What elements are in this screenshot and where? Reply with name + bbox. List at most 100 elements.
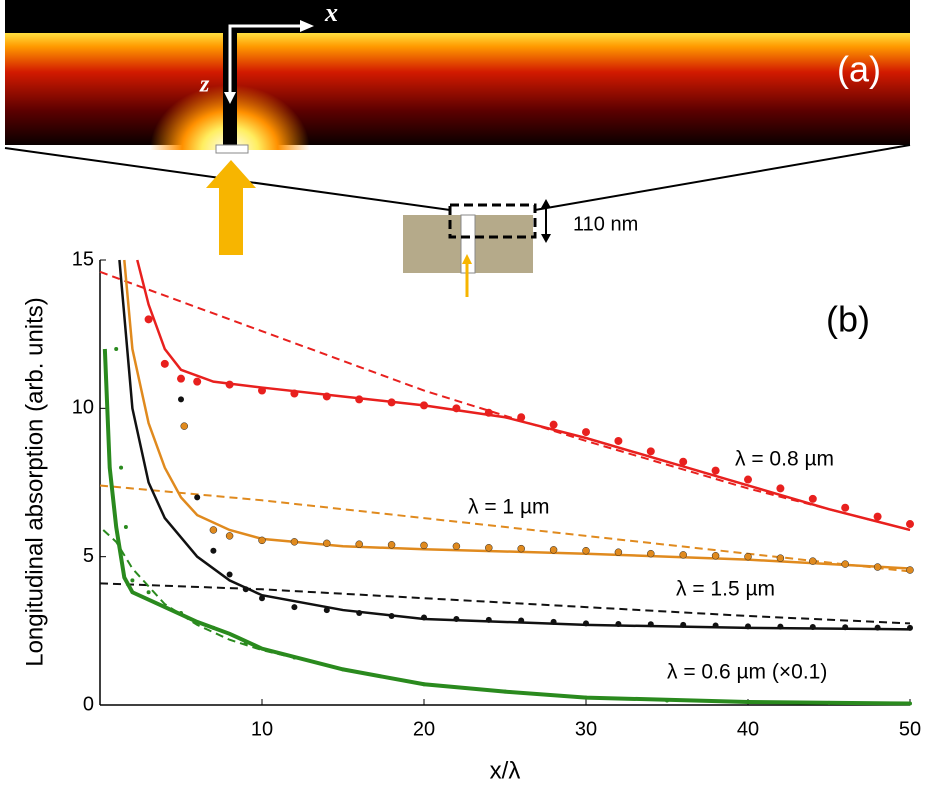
data-point	[341, 667, 345, 672]
data-point	[647, 549, 655, 558]
data-point	[290, 538, 299, 546]
data-point	[777, 623, 784, 630]
data-point	[485, 544, 493, 552]
data-point	[744, 552, 752, 561]
data-point	[193, 377, 202, 386]
data-point	[387, 541, 396, 549]
panel-b: (b) x/λ Longitudinal absorption (arb. un…	[21, 248, 921, 784]
data-point	[179, 611, 183, 616]
data-point	[712, 622, 719, 629]
data-point	[679, 551, 687, 559]
data-point	[144, 315, 153, 324]
data-point	[130, 578, 135, 583]
data-point	[582, 546, 590, 555]
data-point	[177, 374, 185, 383]
inset: 110 nm	[4, 144, 911, 297]
model-line	[123, 259, 911, 570]
data-point	[776, 484, 785, 493]
data-point	[146, 590, 151, 595]
data-point	[906, 520, 914, 529]
data-point	[873, 563, 882, 571]
data-point	[421, 614, 427, 621]
data-point	[452, 404, 461, 413]
data-point	[356, 610, 363, 617]
data-point	[259, 595, 265, 602]
fit-dashed-line	[99, 484, 911, 573]
panel-label: (a)	[837, 49, 881, 90]
data-point	[422, 682, 426, 687]
data-point	[809, 557, 817, 565]
data-point	[665, 698, 669, 703]
data-point	[827, 700, 831, 705]
data-point	[226, 571, 233, 578]
data-point	[420, 541, 428, 550]
data-point	[907, 624, 913, 631]
data-point	[387, 398, 396, 407]
series-label: λ = 1 µm	[468, 496, 550, 519]
data-point	[647, 621, 654, 628]
x-axis-label: x/λ	[490, 757, 521, 784]
data-point	[420, 401, 428, 410]
x-tick-label: 20	[413, 718, 435, 740]
data-point	[745, 623, 751, 630]
x-tick-label: 50	[899, 718, 921, 740]
data-point	[114, 347, 119, 351]
data-point	[906, 566, 914, 574]
data-point	[874, 624, 881, 631]
data-point	[550, 618, 557, 625]
y-axis-label: Longitudinal absorption (arb. units)	[21, 297, 48, 667]
data-point	[355, 395, 364, 404]
data-point	[119, 465, 124, 470]
data-point	[776, 554, 785, 562]
data-point	[292, 655, 297, 660]
data-point	[517, 544, 525, 553]
data-point	[322, 392, 331, 401]
data-point	[484, 408, 493, 417]
data-point	[518, 617, 525, 624]
data-point	[225, 532, 234, 540]
y-tick-label: 5	[83, 545, 94, 567]
model-line	[102, 348, 911, 706]
data-point	[841, 503, 850, 512]
data-point	[809, 623, 816, 630]
x-arrow-label: x	[324, 0, 338, 27]
data-point	[841, 560, 849, 568]
data-point	[679, 457, 688, 466]
data-point	[908, 701, 912, 706]
data-point	[549, 420, 558, 429]
y-tick-label: 0	[83, 693, 94, 715]
data-point	[323, 607, 330, 614]
data-point	[388, 613, 395, 619]
data-point	[211, 625, 216, 630]
data-point	[842, 624, 849, 631]
data-point	[194, 494, 201, 501]
data-point	[614, 436, 623, 445]
data-point	[452, 542, 461, 551]
data-point	[291, 604, 298, 611]
data-point	[711, 466, 720, 475]
data-point	[744, 475, 752, 484]
data-point	[615, 621, 622, 628]
data-point	[243, 640, 248, 645]
model-line	[136, 259, 911, 532]
data-point	[646, 447, 655, 456]
data-point	[210, 547, 217, 554]
data-point	[160, 359, 169, 368]
data-point	[323, 539, 331, 548]
data-point	[453, 615, 460, 622]
panel-label: (b)	[826, 299, 870, 340]
data-point	[808, 494, 817, 503]
data-point	[258, 386, 266, 395]
data-point	[517, 413, 526, 422]
data-point	[746, 700, 750, 705]
thickness-label: 110 nm	[573, 213, 638, 235]
panel-a: x z (a)	[5, 0, 910, 154]
data-point	[355, 540, 363, 548]
data-point	[549, 546, 558, 554]
data-point	[680, 621, 687, 628]
fit-dashed-line	[99, 582, 911, 625]
series-label: λ = 1.5 µm	[676, 578, 775, 601]
data-point	[711, 552, 720, 560]
data-point	[584, 695, 588, 700]
